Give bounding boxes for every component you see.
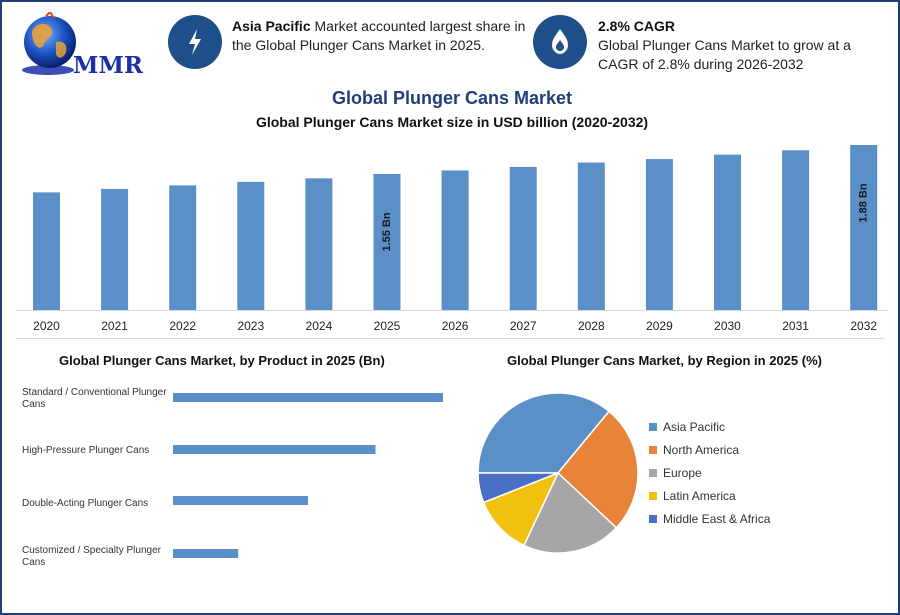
tick-label-2023: 2023	[237, 319, 264, 333]
pie-slice-3	[522, 471, 618, 554]
region-pie-chart	[477, 392, 639, 554]
bar-2031	[782, 150, 810, 310]
legend-swatch	[649, 469, 657, 477]
tick-label-2028: 2028	[578, 319, 605, 333]
legend-swatch	[649, 515, 657, 523]
section-divider	[16, 338, 884, 339]
legend-label: Europe	[663, 466, 702, 480]
tick-label-2029: 2029	[646, 319, 673, 333]
bar-2021	[101, 188, 129, 310]
bar-2026	[441, 170, 469, 310]
bar-2024	[305, 178, 333, 310]
product-bar-2	[173, 445, 376, 454]
pie-slice-1	[477, 392, 611, 474]
info-right-text: Global Plunger Cans Market to grow at a …	[598, 37, 851, 72]
data-label-2025: 1.55 Bn	[381, 212, 393, 251]
legend-swatch	[649, 423, 657, 431]
tick-label-2025: 2025	[374, 319, 401, 333]
bar-2032	[850, 145, 878, 310]
pie-slice-4	[482, 471, 560, 547]
pie-slice-5	[477, 472, 559, 504]
flame-drop-icon	[533, 15, 587, 69]
info-left-bold: Asia Pacific	[232, 18, 311, 34]
legend-swatch	[649, 446, 657, 454]
tick-label-2024: 2024	[306, 319, 333, 333]
bar-2029	[645, 159, 673, 310]
tick-label-2027: 2027	[510, 319, 537, 333]
bar-2030	[714, 154, 741, 310]
bar-2025	[373, 173, 401, 310]
tick-label-2020: 2020	[33, 319, 60, 333]
product-bar-4	[173, 549, 239, 558]
product-chart-title: Global Plunger Cans Market, by Product i…	[59, 353, 385, 368]
lightning-icon	[168, 15, 222, 69]
globe-icon	[22, 10, 76, 75]
bar-2028	[577, 162, 605, 310]
info-cagr: 2.8% CAGR Global Plunger Cans Market to …	[598, 17, 893, 74]
legend-swatch	[649, 492, 657, 500]
product-label-4: Customized / Specialty Plunger Cans	[22, 545, 161, 568]
tick-label-2026: 2026	[442, 319, 469, 333]
tick-label-2032: 2032	[850, 319, 877, 333]
legend-label: Asia Pacific	[663, 420, 726, 434]
bar-2020	[33, 192, 60, 310]
tick-label-2031: 2031	[782, 319, 809, 333]
pie-slice-2	[556, 410, 639, 529]
info-left-text: Market accounted largest share in the Gl…	[232, 18, 526, 53]
tick-label-2021: 2021	[101, 319, 128, 333]
product-bar-1	[173, 393, 443, 402]
product-bar-3	[173, 496, 308, 505]
info-right-bold: 2.8% CAGR	[598, 18, 676, 34]
product-label-2: High-Pressure Plunger Cans	[22, 445, 150, 456]
mmr-logo: MMR	[16, 10, 146, 79]
market-size-bar-chart: 2020 2021 2022 2023 2024 2025 1.55 Bn 2026 2027 2…	[16, 145, 888, 333]
region-chart-title: Global Plunger Cans Market, by Region in…	[507, 353, 822, 368]
bar-chart-subtitle: Global Plunger Cans Market size in USD b…	[255, 114, 649, 130]
bar-2027	[509, 166, 537, 310]
main-title: Global Plunger Cans Market	[331, 88, 573, 108]
legend-label: Middle East & Africa	[663, 512, 771, 526]
logo-text: MMR	[73, 52, 144, 79]
product-label-3: Double-Acting Plunger Cans	[22, 498, 149, 509]
data-label-2032: 1.88 Bn	[858, 183, 870, 222]
tick-label-2022: 2022	[169, 319, 196, 333]
product-bar-chart	[173, 393, 443, 558]
product-label-1: Standard / Conventional Plunger Cans	[22, 387, 167, 410]
bar-2022	[169, 185, 197, 310]
legend-label: North America	[663, 443, 740, 457]
info-asia-pacific: Asia Pacific Market accounted largest sh…	[232, 17, 532, 55]
bar-2023	[237, 181, 265, 310]
legend-label: Latin America	[663, 489, 736, 503]
tick-label-2030: 2030	[714, 319, 741, 333]
